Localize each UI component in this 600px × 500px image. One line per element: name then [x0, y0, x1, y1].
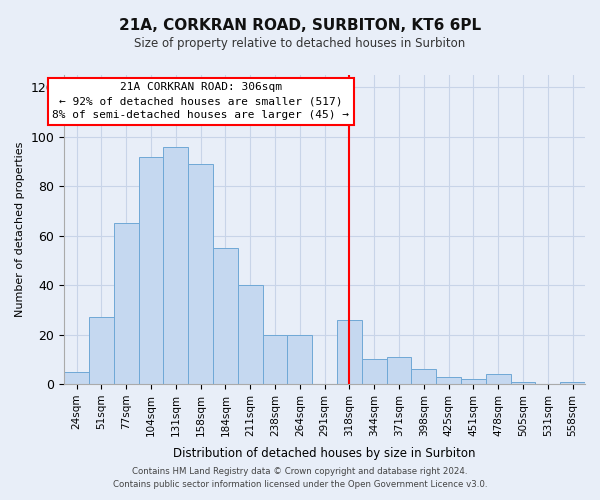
Bar [213, 248, 238, 384]
X-axis label: Distribution of detached houses by size in Surbiton: Distribution of detached houses by size … [173, 447, 476, 460]
Bar [89, 318, 114, 384]
Text: 21A CORKRAN ROAD: 306sqm
← 92% of detached houses are smaller (517)
8% of semi-d: 21A CORKRAN ROAD: 306sqm ← 92% of detach… [52, 82, 349, 120]
Y-axis label: Number of detached properties: Number of detached properties [15, 142, 25, 317]
Bar [386, 357, 412, 384]
Bar [436, 376, 461, 384]
Bar [263, 334, 287, 384]
Bar [511, 382, 535, 384]
Bar [412, 369, 436, 384]
Bar [461, 379, 486, 384]
Bar [188, 164, 213, 384]
Bar [163, 146, 188, 384]
Text: Size of property relative to detached houses in Surbiton: Size of property relative to detached ho… [134, 38, 466, 51]
Bar [114, 224, 139, 384]
Bar [337, 320, 362, 384]
Bar [486, 374, 511, 384]
Bar [362, 360, 386, 384]
Bar [64, 372, 89, 384]
Text: 21A, CORKRAN ROAD, SURBITON, KT6 6PL: 21A, CORKRAN ROAD, SURBITON, KT6 6PL [119, 18, 481, 32]
Text: Contains HM Land Registry data © Crown copyright and database right 2024.
Contai: Contains HM Land Registry data © Crown c… [113, 468, 487, 489]
Bar [238, 285, 263, 384]
Bar [560, 382, 585, 384]
Bar [139, 156, 163, 384]
Bar [287, 334, 312, 384]
